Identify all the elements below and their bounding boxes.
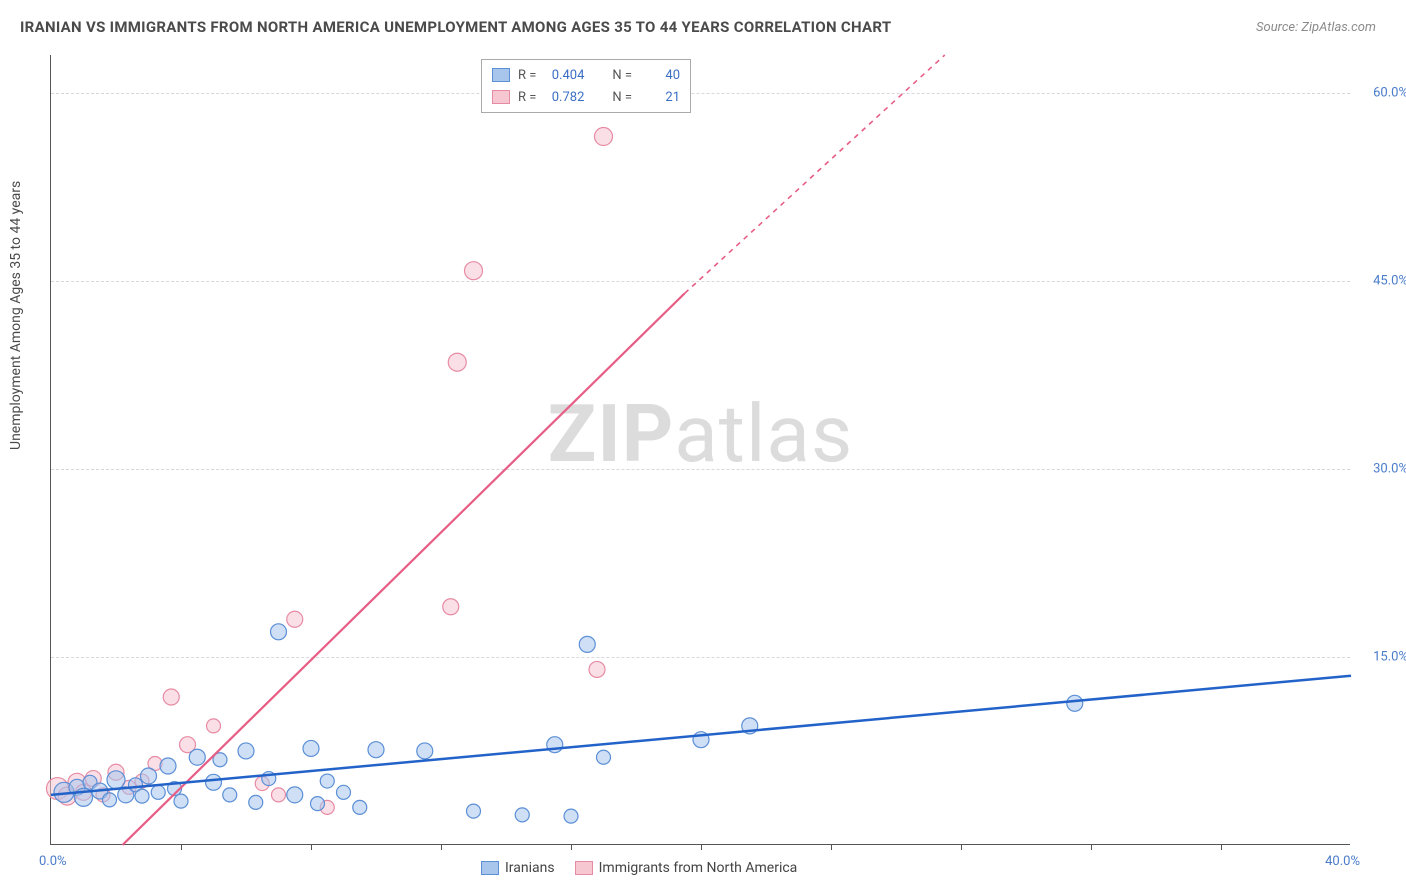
x-tick (1091, 844, 1092, 850)
y-tick-label: 45.0% (1373, 273, 1406, 288)
legend-label: Iranians (505, 860, 555, 876)
legend-series: Iranians Immigrants from North America (481, 860, 797, 876)
x-tick (831, 844, 832, 850)
blue-swatch-icon (481, 861, 499, 875)
plot-area: ZIPatlas 15.0%30.0%45.0%60.0% 0.0% 40.0%… (50, 55, 1350, 845)
scatter-svg (51, 55, 1350, 844)
x-tick (181, 844, 182, 850)
chart-title: IRANIAN VS IMMIGRANTS FROM NORTH AMERICA… (20, 18, 892, 36)
y-tick-label: 15.0% (1373, 649, 1406, 664)
legend-item: Iranians (481, 860, 555, 876)
x-origin-label: 0.0% (39, 854, 67, 869)
x-tick (311, 844, 312, 850)
x-tick (701, 844, 702, 850)
y-axis-label: Unemployment Among Ages 35 to 44 years (8, 181, 24, 450)
x-tick (571, 844, 572, 850)
x-tick (961, 844, 962, 850)
legend-item: Immigrants from North America (575, 860, 798, 876)
source-label: Source: ZipAtlas.com (1256, 20, 1376, 35)
x-tick (441, 844, 442, 850)
x-end-label: 40.0% (1325, 854, 1360, 869)
pink-swatch-icon (575, 861, 593, 875)
x-tick (1221, 844, 1222, 850)
y-tick-label: 30.0% (1373, 461, 1406, 476)
legend-label: Immigrants from North America (599, 860, 798, 876)
y-tick-label: 60.0% (1373, 85, 1406, 100)
